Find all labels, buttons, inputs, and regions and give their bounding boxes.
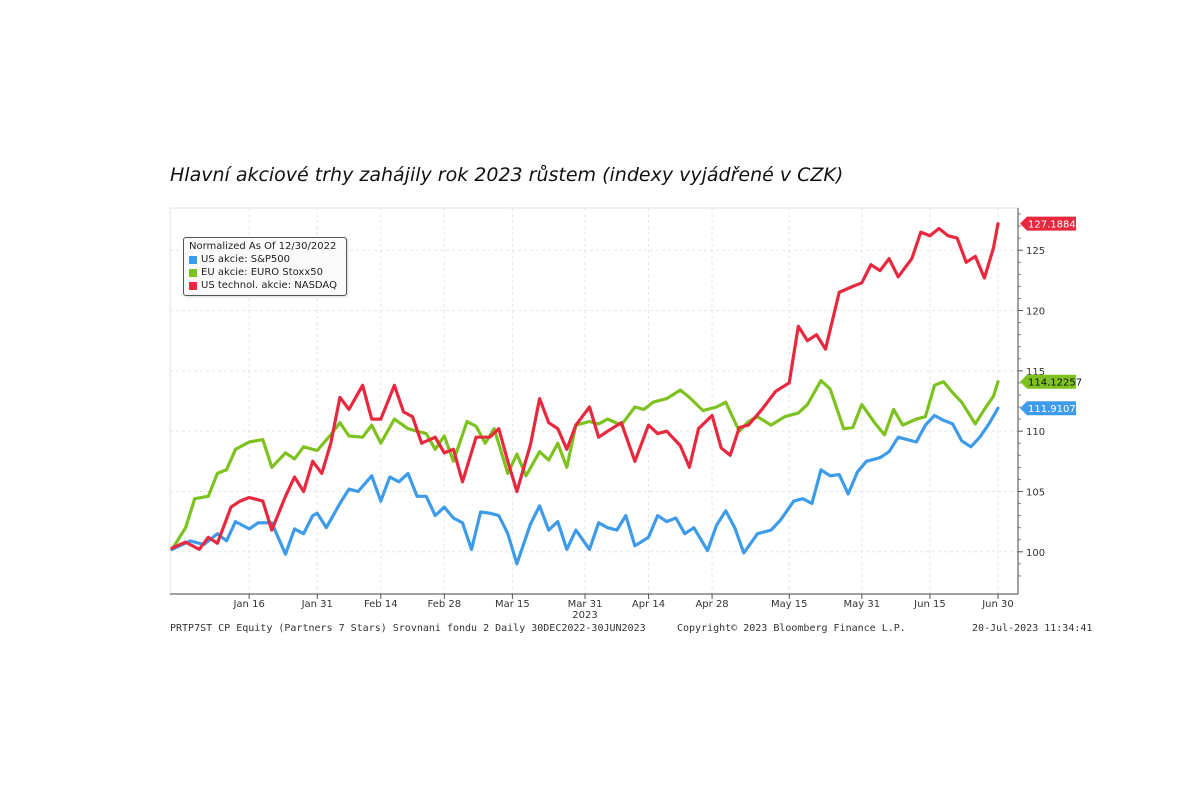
y-tick-label-125: 125 (1026, 246, 1045, 257)
footer-timestamp: 20-Jul-2023 11:34:41 (972, 623, 1093, 634)
x-tick-label-5: Mar 31 (568, 599, 603, 610)
legend-label-nasdaq: US technol. akcie: NASDAQ (201, 280, 337, 291)
x-tick-label-11: Jun 30 (981, 599, 1014, 610)
last-value-tag-eurostoxx-shape (1020, 374, 1076, 389)
x-tick-label-3: Feb 28 (428, 599, 462, 610)
x-tick-label-10: Jun 15 (913, 599, 946, 610)
last-value-tags: 111.91076 114.12257 127.18841 (1020, 216, 1082, 416)
y-tick-label-120: 120 (1026, 307, 1045, 318)
last-value-tag-sp500-text: 111.91076 (1028, 404, 1082, 415)
x-tick-label-8: May 15 (771, 599, 808, 610)
last-value-tag-eurostoxx: 114.12257 (1020, 374, 1082, 389)
y-tick-label-100: 100 (1026, 548, 1045, 559)
last-value-tag-nasdaq-text: 127.18841 (1028, 220, 1082, 231)
legend-header: Normalized As Of 12/30/2022 (189, 241, 337, 252)
last-value-tag-sp500-shape (1020, 401, 1076, 416)
x-tick-label-4: Mar 15 (495, 599, 530, 610)
last-value-tag-eurostoxx-text: 114.12257 (1028, 378, 1082, 389)
last-value-tag-nasdaq: 127.18841 (1020, 216, 1082, 231)
legend-swatch-sp500 (189, 255, 197, 264)
legend-label-eurostoxx: EU akcie: EURO Stoxx50 (201, 267, 323, 278)
legend-swatch-nasdaq (189, 281, 197, 290)
x-tick-label-9: May 31 (844, 599, 881, 610)
legend-item-nasdaq: US technol. akcie: NASDAQ (189, 279, 341, 292)
x-year-label: 2023 (572, 610, 597, 621)
chart-title: Hlavní akciové trhy zahájily rok 2023 rů… (170, 164, 844, 186)
last-value-tag-sp500: 111.91076 (1020, 401, 1082, 416)
legend: Normalized As Of 12/30/2022 US akcie: S&… (183, 237, 347, 296)
series-lines (170, 222, 1000, 566)
legend-swatch-eurostoxx (189, 268, 197, 277)
y-tick-label-115: 115 (1026, 367, 1045, 378)
legend-item-sp500: US akcie: S&P500 (189, 253, 341, 266)
x-tick-label-0: Jan 16 (232, 599, 264, 610)
footer-source: PRTP7ST CP Equity (Partners 7 Stars) Sro… (170, 623, 646, 634)
x-tick-label-6: Apr 14 (632, 599, 665, 610)
series-line-sp500 (170, 406, 1000, 566)
footer-copyright: Copyright© 2023 Bloomberg Finance L.P. (677, 623, 906, 634)
x-tick-label-7: Apr 28 (695, 599, 728, 610)
legend-label-sp500: US akcie: S&P500 (201, 254, 291, 265)
x-tick-label-2: Feb 14 (364, 599, 398, 610)
series-line-nasdaq (170, 222, 1000, 552)
last-value-tag-nasdaq-shape (1020, 216, 1076, 231)
axes: 100 105 110 115 120 125 Jan 16 Jan 31 Feb 14 Feb … (170, 208, 1045, 621)
legend-item-eurostoxx: EU akcie: EURO Stoxx50 (189, 266, 341, 279)
y-tick-label-105: 105 (1026, 487, 1045, 498)
y-tick-label-110: 110 (1026, 427, 1045, 438)
series-line-eurostoxx (170, 378, 1000, 552)
x-tick-label-1: Jan 31 (301, 599, 333, 610)
